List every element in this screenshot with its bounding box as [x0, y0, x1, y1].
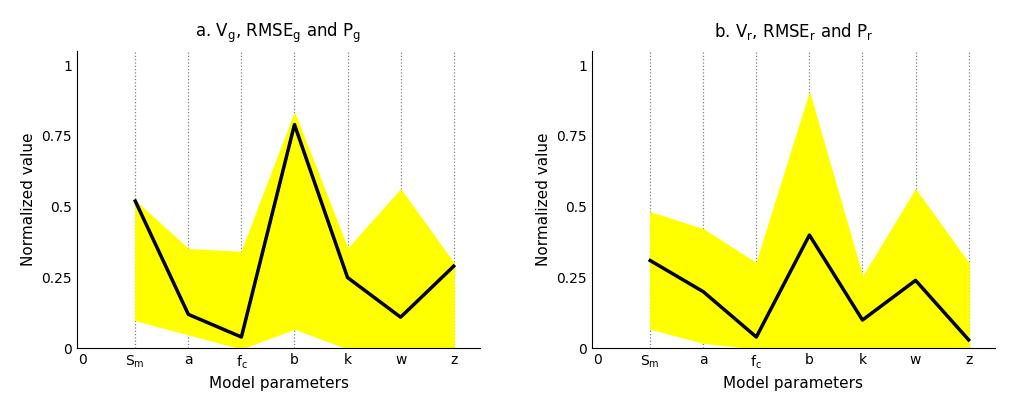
Y-axis label: Normalized value: Normalized value: [21, 133, 36, 267]
Y-axis label: Normalized value: Normalized value: [535, 133, 551, 267]
X-axis label: Model parameters: Model parameters: [208, 376, 348, 391]
Title: a. V$_\mathrm{g}$, RMSE$_\mathrm{g}$ and P$_\mathrm{g}$: a. V$_\mathrm{g}$, RMSE$_\mathrm{g}$ and…: [195, 21, 362, 45]
X-axis label: Model parameters: Model parameters: [723, 376, 864, 391]
Title: b. V$_\mathrm{r}$, RMSE$_\mathrm{r}$ and P$_\mathrm{r}$: b. V$_\mathrm{r}$, RMSE$_\mathrm{r}$ and…: [713, 21, 874, 42]
